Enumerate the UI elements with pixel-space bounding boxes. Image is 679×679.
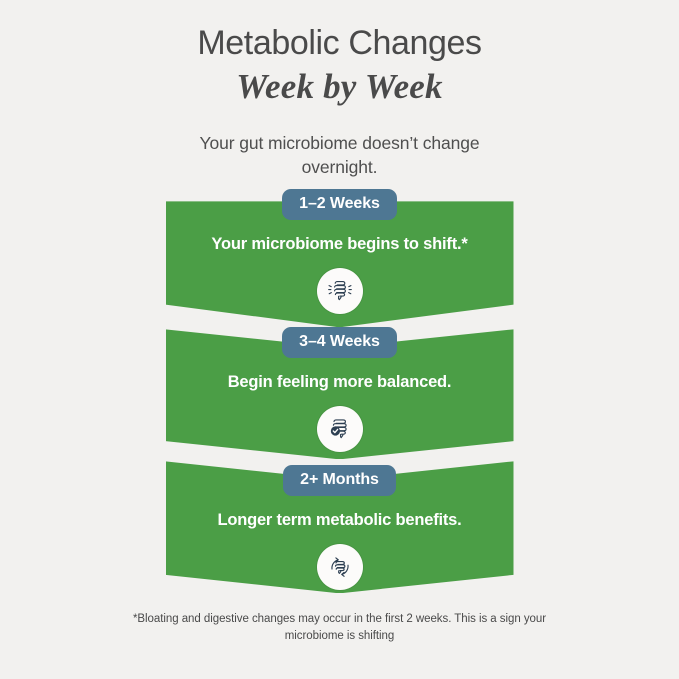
stage-badge-2: 3–4 Weeks (282, 327, 397, 359)
timeline-stage-3: 2+ Months Longer term metabolic benefits… (166, 465, 514, 591)
page-title-line1: Metabolic Changes (197, 24, 482, 62)
header: Metabolic Changes Week by Week Your gut … (0, 0, 679, 179)
page-title-line2: Week by Week (236, 67, 443, 107)
stage-text-2: Begin feeling more balanced. (227, 373, 452, 392)
footnote: *Bloating and digestive changes may occu… (132, 613, 547, 642)
stage-icon-circle-2 (316, 406, 363, 453)
stage-text-3: Longer term metabolic benefits. (217, 511, 462, 530)
timeline-stage-2: 3–4 Weeks Begin feeling more balanced. (166, 327, 514, 453)
page-subtitle: Your gut microbiome doesn’t change overn… (199, 133, 480, 177)
timeline-stage-1: 1–2 Weeks Your microbiome begins to shif… (166, 189, 514, 315)
stage-badge-3: 2+ Months (283, 465, 396, 497)
intestine-activity-icon (325, 276, 355, 306)
stage-icon-circle-3 (316, 544, 363, 591)
stage-text-1: Your microbiome begins to shift.* (211, 235, 468, 254)
timeline-chevron-stack: 1–2 Weeks Your microbiome begins to shif… (165, 189, 514, 594)
intestine-renewal-icon (325, 552, 355, 582)
stage-badge-1: 1–2 Weeks (282, 189, 397, 221)
stage-icon-circle-1 (316, 268, 363, 315)
intestine-check-icon (325, 414, 355, 444)
